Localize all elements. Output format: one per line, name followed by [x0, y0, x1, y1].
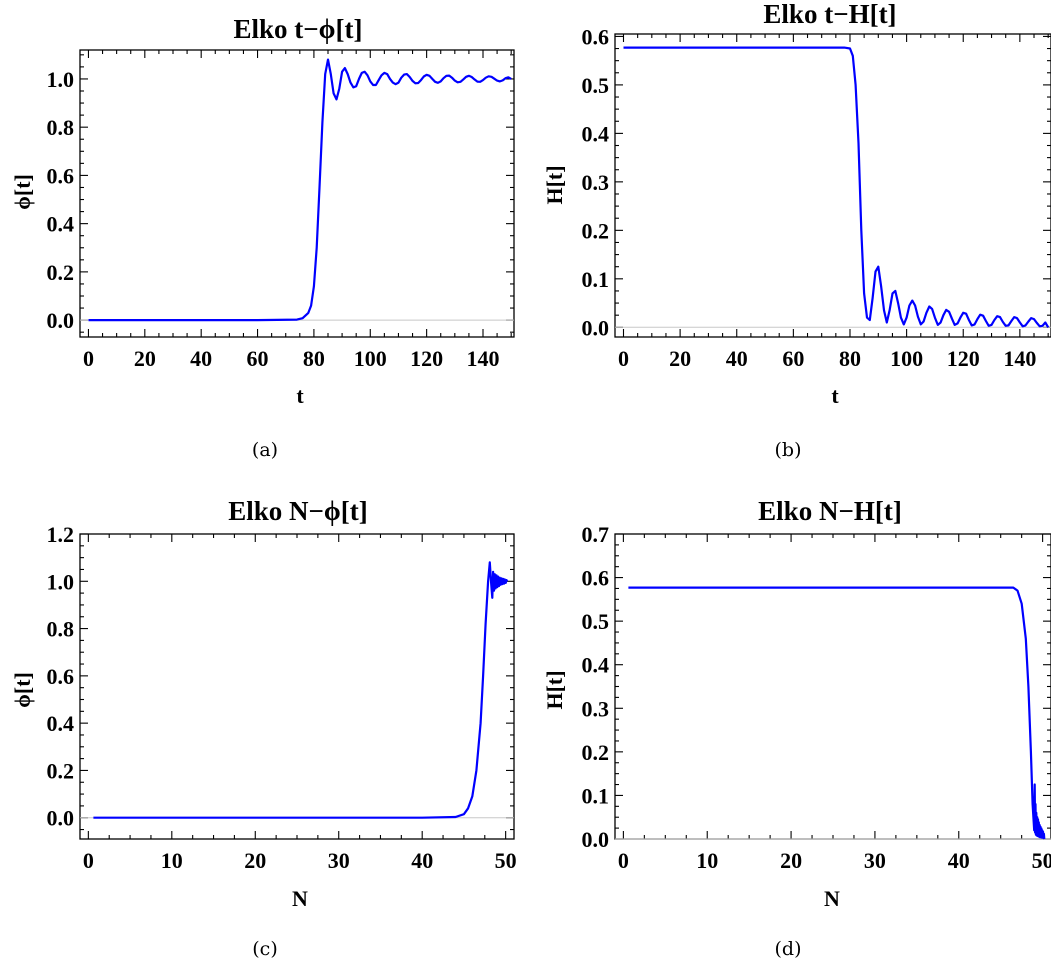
panel-a-caption: (a)	[252, 439, 278, 461]
panel-b-title: Elko t−H[t]	[763, 0, 896, 29]
panel-b-ytick-label: 0.4	[582, 121, 610, 146]
panel-c-title: Elko N−ϕ[t]	[228, 496, 367, 526]
panel-c-ytick-label: 1.2	[47, 522, 75, 547]
panel-b-ytick-label: 0.2	[582, 218, 610, 243]
panel-c-ytick-label: 1.0	[47, 569, 75, 594]
panel-a-xtick-label: 140	[467, 346, 500, 371]
panel-d-ytick-label: 0.2	[582, 740, 610, 765]
panel-d-xlabel: N	[824, 886, 840, 911]
panel-c-ytick-label: 0.8	[47, 617, 75, 642]
panel-a-series-line	[88, 58, 512, 322]
panel-b-ytick-label: 0.1	[582, 267, 610, 292]
panel-a-xtick-label: 120	[410, 346, 443, 371]
panel-d-ytick-label: 0.6	[582, 566, 610, 591]
panel-c-ytick-label: 0.2	[47, 758, 75, 783]
panel-a-ticks: 0 20 40 60 80 100 120 140 0.0 0.2 0.4 0.6 0.8 1.0	[47, 50, 514, 371]
panel-d-ytick-label: 0.5	[582, 609, 610, 634]
panel-d-xtick-label: 0	[618, 848, 629, 873]
panel-d-ylabel: H[t]	[542, 670, 567, 709]
panel-b-xtick-label: 100	[890, 346, 923, 371]
panel-b-ylabel: H[t]	[542, 165, 567, 204]
panel-d-title: Elko N−H[t]	[758, 496, 902, 526]
panel-a-ytick-label: 0.8	[47, 115, 75, 140]
panel-a-xlabel: t	[296, 383, 304, 408]
panel-d-xtick-label: 30	[864, 848, 886, 873]
panel-b-xtick-label: 60	[782, 346, 804, 371]
panel-b-ytick-label: 0.5	[582, 73, 610, 98]
panel-d-ticks: 0 10 20 30 40 50 0.0 0.1 0.2 0.3 0.4 0.5 0.6 0.7	[582, 522, 1051, 873]
panel-c-ticks: 0 10 20 30 40 50 0.0 0.2 0.4 0.6 0.8 1.0 1.2	[47, 522, 517, 873]
panel-b-xtick-label: 120	[947, 346, 980, 371]
panel-d-ytick-label: 0.1	[582, 783, 610, 808]
panel-a-xtick-label: 80	[303, 346, 325, 371]
panel-c-xtick-label: 0	[83, 848, 94, 873]
panel-a-ytick-label: 0.6	[47, 163, 75, 188]
panel-c-ytick-label: 0.4	[47, 711, 75, 736]
panel-c-xtick-label: 30	[328, 848, 350, 873]
panel-b-series-line	[623, 46, 1050, 328]
panel-d-ytick-label: 0.7	[582, 522, 610, 547]
panel-b-ytick-label: 0.3	[582, 170, 610, 195]
panel-b-xtick-label: 140	[1003, 346, 1036, 371]
panel-b-caption: (b)	[775, 439, 802, 461]
panel-c-xtick-label: 20	[244, 848, 266, 873]
panel-a-plot-frame	[79, 49, 515, 338]
panel-c-xtick-label: 50	[495, 848, 517, 873]
panel-b-xtick-label: 40	[726, 346, 748, 371]
panel-d-series-line	[628, 586, 1046, 840]
panel-c-xtick-label: 10	[161, 848, 183, 873]
panel-a-xtick-label: 20	[134, 346, 156, 371]
panel-a-ytick-label: 0.0	[47, 308, 75, 333]
panel-d-ytick-label: 0.4	[582, 653, 610, 678]
panel-d-xtick-label: 20	[780, 848, 802, 873]
panel-a: Elko t−ϕ[t] 0 20 40 60 80 100 120 1400.00.20.40…	[10, 14, 515, 461]
panel-d-xtick-label: 40	[948, 848, 970, 873]
panel-a-xtick-label: 100	[354, 346, 387, 371]
panel-a-xtick-label: 40	[190, 346, 212, 371]
panel-c-plot-frame	[79, 533, 515, 840]
panel-b-xtick-label: 20	[669, 346, 691, 371]
panel-b-xtick-label: 0	[618, 346, 629, 371]
panel-c-xlabel: N	[292, 886, 308, 911]
panel-a-xtick-label: 60	[247, 346, 269, 371]
panel-c: Elko N−ϕ[t] 0 10 20 30 40 50 0.0 0.2 0.4 0.6 0.8 1.…	[10, 496, 517, 960]
panel-c-ytick-label: 0.6	[47, 664, 75, 689]
panel-c-xtick-label: 40	[411, 848, 433, 873]
panel-c-ylabel: ϕ[t]	[10, 672, 35, 708]
panel-b-plot-frame	[614, 33, 1051, 338]
panel-c-ytick-label: 0.0	[47, 806, 75, 831]
panel-a-ytick-label: 0.4	[47, 212, 75, 237]
panel-b-ytick-label: 0.6	[582, 24, 610, 49]
panel-b-xtick-label: 80	[839, 346, 861, 371]
panel-b: Elko t−H[t] 0 20 40 60 80 100 120 1400.00.10.20…	[542, 0, 1051, 461]
panel-b-ytick-label: 0.0	[582, 315, 610, 340]
panel-d-caption: (d)	[775, 938, 802, 960]
panel-d-xtick-label: 50	[1032, 848, 1051, 873]
panel-b-xlabel: t	[831, 383, 839, 408]
panel-b-ticks: 0 20 40 60 80 100 120 140 0.0 0.1 0.2 0.3 0.4 0.5 0.6	[582, 24, 1051, 371]
panel-a-ytick-label: 1.0	[47, 67, 75, 92]
panel-d-xtick-label: 10	[696, 848, 718, 873]
panel-c-series-line	[93, 561, 509, 819]
panel-a-ytick-label: 0.2	[47, 260, 75, 285]
panel-d: Elko N−H[t] 0 10 20 30 40 50 0.0 0.1 0.2 0.3 0.4 0.…	[542, 496, 1051, 960]
panel-a-ylabel: ϕ[t]	[10, 174, 35, 210]
panel-d-ytick-label: 0.3	[582, 696, 610, 721]
panel-d-plot-frame	[614, 533, 1051, 840]
panel-c-caption: (c)	[252, 938, 277, 960]
panel-a-title: Elko t−ϕ[t]	[234, 14, 363, 44]
panel-a-xtick-label: 0	[83, 346, 94, 371]
panel-d-ytick-label: 0.0	[582, 827, 610, 852]
